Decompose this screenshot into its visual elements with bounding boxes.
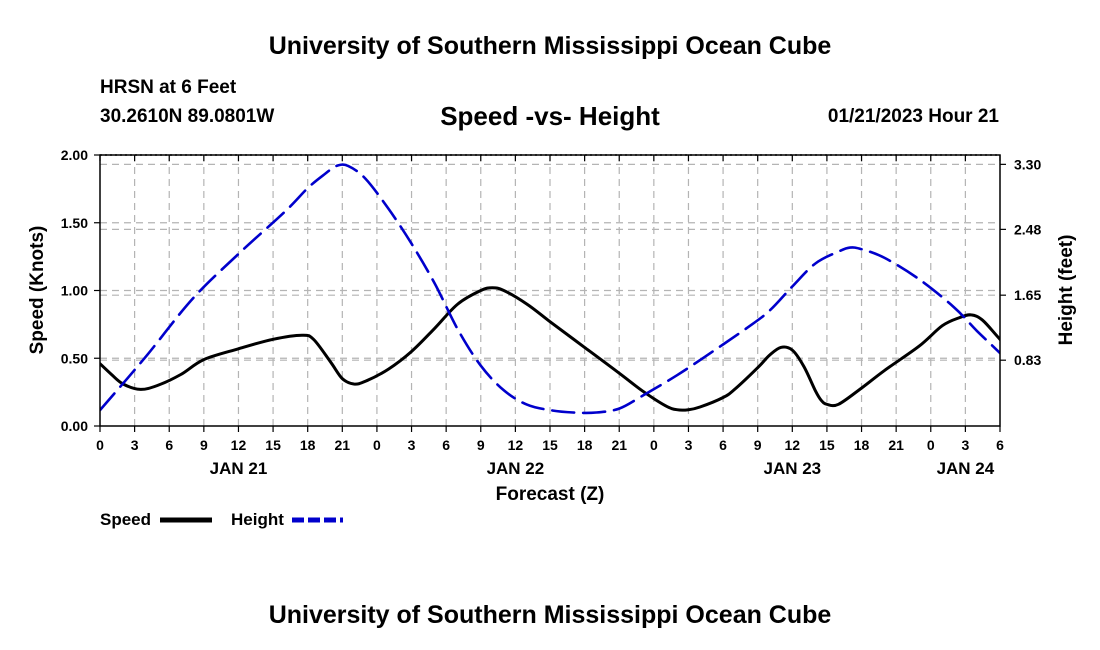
x-date-label: JAN 23: [763, 459, 821, 478]
y-axis-left-title: Speed (Knots): [27, 226, 48, 355]
x-tick-label: 0: [650, 437, 658, 453]
x-tick-label: 12: [785, 437, 801, 453]
x-date-label: JAN 22: [487, 459, 545, 478]
x-tick-label: 3: [961, 437, 969, 453]
y-left-tick-label: 0.50: [61, 350, 88, 366]
x-tick-label: 0: [96, 437, 104, 453]
y-axis-right-title: Height (feet): [1056, 235, 1077, 346]
x-date-label: JAN 21: [210, 459, 268, 478]
x-tick-label: 9: [200, 437, 208, 453]
grid-layer: [100, 155, 1000, 426]
y-left-tick-label: 1.50: [61, 215, 88, 231]
legend-label-speed: Speed: [100, 510, 151, 529]
y-left-tick-label: 2.00: [61, 147, 88, 163]
x-tick-label: 12: [508, 437, 524, 453]
x-tick-label: 18: [577, 437, 593, 453]
x-tick-label: 15: [819, 437, 835, 453]
x-tick-label: 6: [996, 437, 1004, 453]
y-right-tick-label: 2.48: [1014, 221, 1041, 237]
x-tick-label: 6: [165, 437, 173, 453]
y-left-tick-label: 1.00: [61, 283, 88, 299]
x-tick-label: 0: [373, 437, 381, 453]
x-tick-label: 6: [442, 437, 450, 453]
y-right-tick-label: 3.30: [1014, 156, 1041, 172]
x-tick-label: 9: [477, 437, 485, 453]
station-coordinates: 30.2610N 89.0801W: [100, 106, 275, 127]
x-date-label: JAN 24: [937, 459, 995, 478]
x-tick-label: 15: [265, 437, 281, 453]
footer-title: University of Southern Mississippi Ocean…: [268, 601, 832, 629]
x-tick-label: 15: [542, 437, 558, 453]
legend-label-height: Height: [231, 510, 284, 529]
x-tick-label: 6: [719, 437, 727, 453]
series-line-height: [100, 163, 1000, 415]
x-tick-label: 18: [300, 437, 316, 453]
station-name: HRSN at 6 Feet: [100, 77, 237, 98]
x-tick-label: 12: [231, 437, 247, 453]
x-axis-title: Forecast (Z): [496, 484, 605, 505]
y-right-tick-label: 0.83: [1014, 352, 1041, 368]
chart-title: Speed -vs- Height: [440, 101, 660, 131]
legend: Speed Height: [100, 510, 343, 529]
axis-layer: 0 3 6 9 12 15 18 21 0 3 6 9 12 15 18 21 0 3 6 9 12 15 18 21 0 3 6 0…: [61, 147, 1042, 478]
page-title: University of Southern Mississippi Ocean…: [268, 32, 832, 60]
x-tick-label: 0: [927, 437, 935, 453]
forecast-datetime: 01/21/2023 Hour 21: [827, 106, 999, 127]
x-tick-label: 3: [408, 437, 416, 453]
series-line-speed: [100, 286, 1000, 412]
series-layer: [100, 163, 1000, 415]
x-tick-label: 3: [685, 437, 693, 453]
y-right-tick-label: 1.65: [1014, 287, 1041, 303]
x-tick-label: 21: [335, 437, 351, 453]
y-left-tick-label: 0.00: [61, 418, 88, 434]
x-tick-label: 18: [854, 437, 870, 453]
x-tick-label: 9: [754, 437, 762, 453]
x-tick-label: 21: [888, 437, 904, 453]
x-tick-label: 21: [611, 437, 627, 453]
x-tick-label: 3: [131, 437, 139, 453]
